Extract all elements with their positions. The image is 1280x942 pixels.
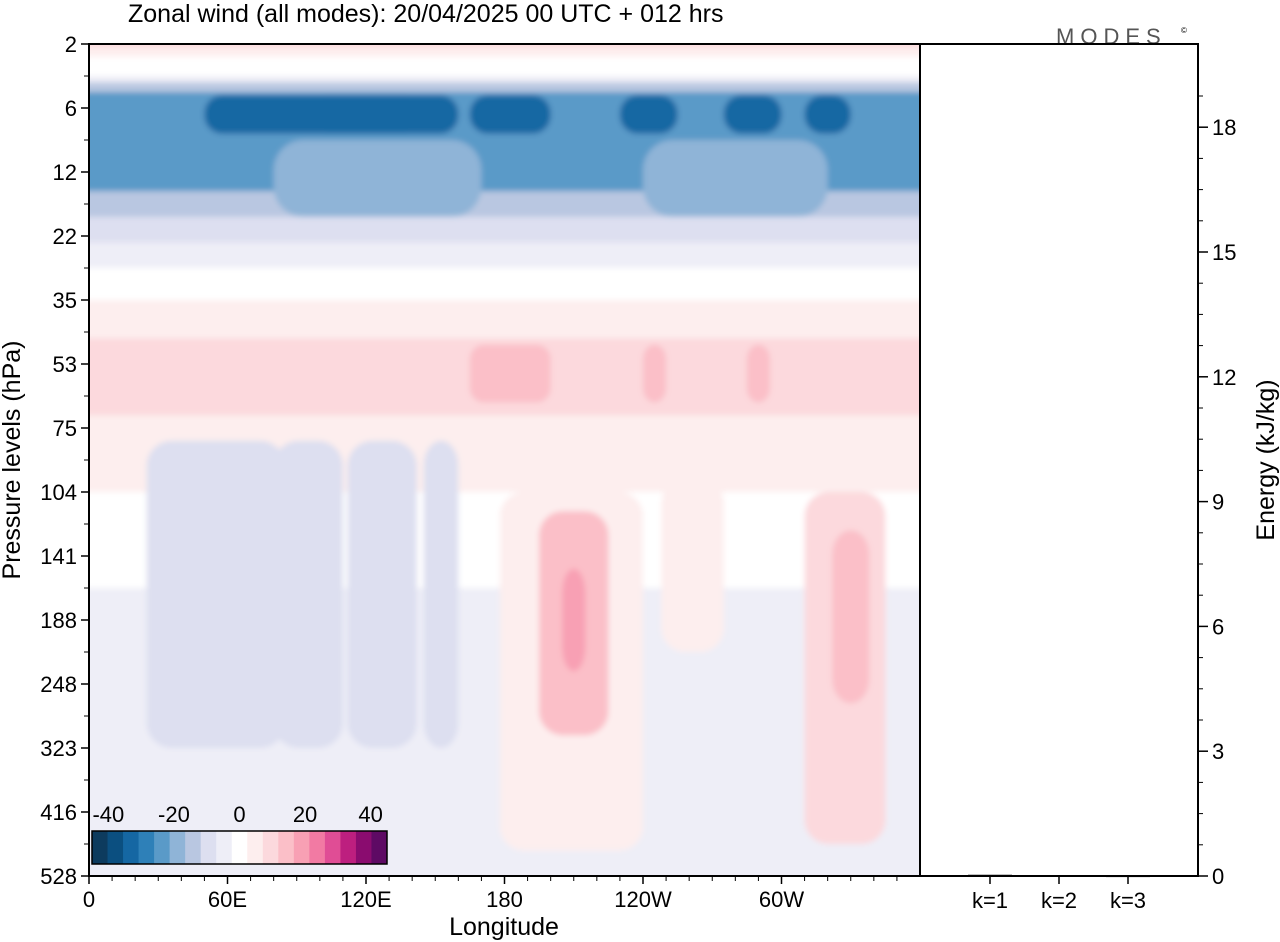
y-tick-label: 416 (40, 800, 77, 825)
colorbar-cell (200, 831, 217, 864)
logo-mark: © (1181, 26, 1187, 35)
colorbar-cell (123, 831, 140, 864)
category-label: k=2 (1041, 888, 1077, 913)
energy-axis: 0 3 6 9 12 15 18 (1198, 95, 1236, 889)
colorbar-cell (216, 831, 233, 864)
energy-tick-label: 18 (1212, 115, 1236, 140)
longitude-axis: 0 60E 120E 180 120W 60W (83, 876, 898, 912)
energy-bar (968, 874, 1012, 877)
colorbar-cell (138, 831, 155, 864)
energy-axis-label: Energy (kJ/kg) (1252, 379, 1280, 540)
colorbar-cell (247, 831, 264, 864)
zonal-wind-heatmap (89, 44, 920, 876)
colorbar-cell (262, 831, 279, 864)
colorbar-cell (185, 831, 202, 864)
y-tick-label: 2 (65, 32, 77, 57)
y-tick-label: 6 (65, 96, 77, 121)
y-tick-label: 141 (40, 544, 77, 569)
y-tick-label: 22 (53, 224, 77, 249)
energy-bars: k=1 k=2 k=3 (968, 874, 1150, 913)
x-tick-label: 60E (208, 887, 247, 912)
y-tick-label: 53 (53, 352, 77, 377)
colorbar-tick-label: 40 (358, 802, 382, 827)
colorbar-cell (309, 831, 326, 864)
energy-tick-label: 15 (1212, 240, 1236, 265)
energy-tick-label: 3 (1212, 739, 1224, 764)
x-tick-label: 120W (614, 887, 672, 912)
colorbar-tick-label: 20 (293, 802, 317, 827)
energy-tick-label: 0 (1212, 864, 1224, 889)
y-tick-label: 12 (53, 160, 77, 185)
pressure-axis: 2 6 12 22 35 53 75 104 141 188 248 323 416 528 (40, 32, 89, 889)
y-tick-label: 323 (40, 736, 77, 761)
y-tick-label: 248 (40, 672, 77, 697)
energy-bar (1106, 875, 1150, 878)
category-label: k=3 (1110, 888, 1146, 913)
colorbar-tick-label: -20 (158, 802, 190, 827)
energy-panel-frame (919, 43, 1199, 877)
colorbar-cell (324, 831, 341, 864)
energy-tick-label: 12 (1212, 365, 1236, 390)
y-tick-label: 104 (40, 480, 77, 505)
colorbar-cell (371, 831, 388, 864)
colorbar-tick-label: 0 (233, 802, 245, 827)
colorbar-cell (154, 831, 171, 864)
category-label: k=1 (972, 888, 1008, 913)
colorbar-tick-label: -40 (92, 802, 124, 827)
colorbar-frame (91, 830, 388, 865)
colorbar-cell (293, 831, 310, 864)
energy-tick-label: 6 (1212, 614, 1224, 639)
y-tick-label: 528 (40, 864, 77, 889)
energy-bar (1037, 875, 1081, 877)
colorbar-cell (278, 831, 295, 864)
x-axis-label: Longitude (449, 913, 559, 941)
x-tick-label: 180 (486, 887, 523, 912)
colorbar-cell (231, 831, 248, 864)
colorbar-cell (107, 831, 124, 864)
x-tick-label: 60W (759, 887, 804, 912)
colorbar-cell (355, 831, 372, 864)
colorbar: -40 -20 0 20 40 (91, 802, 388, 865)
x-tick-label: 0 (83, 887, 95, 912)
y-tick-label: 35 (53, 288, 77, 313)
colorbar-cell (169, 831, 186, 864)
y-tick-label: 75 (53, 416, 77, 441)
energy-tick-label: 9 (1212, 490, 1224, 515)
colorbar-cell (92, 831, 109, 864)
y-tick-label: 188 (40, 608, 77, 633)
chart-title: Zonal wind (all modes): 20/04/2025 00 UT… (128, 0, 723, 28)
colorbar-cell (340, 831, 357, 864)
y-axis-label: Pressure levels (hPa) (0, 341, 26, 580)
x-tick-label: 120E (340, 887, 391, 912)
